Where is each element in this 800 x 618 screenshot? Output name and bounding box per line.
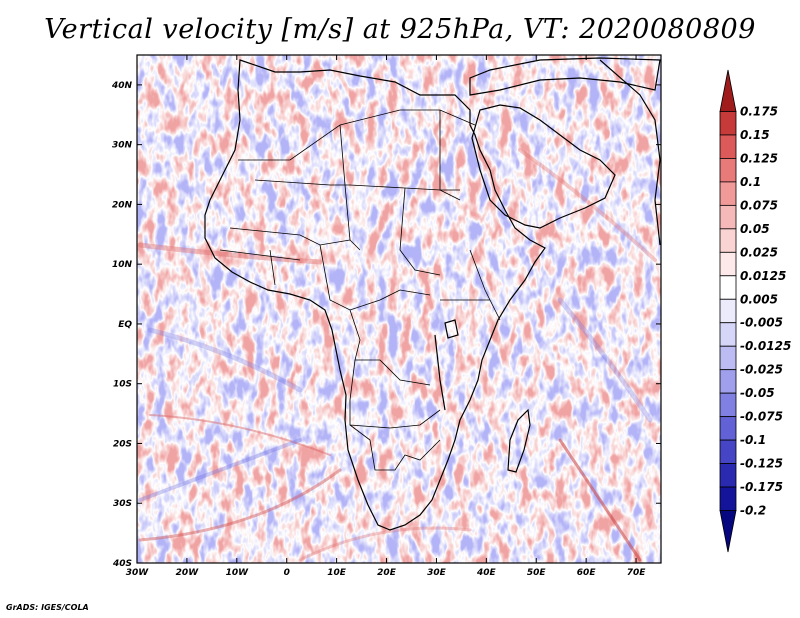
lon-tick-label: 30E: [427, 568, 447, 578]
colorbar-label: 0.15: [740, 128, 770, 142]
colorbar-swatch: [719, 69, 737, 112]
lon-tick-label: 10W: [226, 568, 250, 578]
colorbar-label: 0.1: [740, 175, 761, 189]
plot-frame: [136, 54, 662, 564]
colorbar-swatch: [719, 298, 737, 324]
lat-tick-label: 10N: [112, 260, 133, 270]
colorbar-label: -0.05: [740, 386, 775, 400]
colorbar-swatch: [719, 416, 737, 441]
colorbar-label: -0.125: [740, 457, 783, 471]
colorbar-label: -0.025: [740, 363, 783, 377]
coastlines: [204, 57, 661, 531]
colorbar-swatch: [719, 158, 737, 183]
colorbar-label: -0.2: [740, 504, 766, 518]
colorbar-label: 0.025: [740, 245, 778, 259]
colorbar-swatch: [719, 463, 737, 488]
lat-tick-label: 40S: [112, 559, 132, 569]
colorbar-label: -0.0125: [740, 339, 791, 353]
longitude-axis: 30W 20W 10W 0 10E 20E 30E 40E 50E 60E 70E: [126, 568, 646, 578]
colorbar-swatch: [719, 486, 737, 511]
colorbar: 0.175 0.15 0.125 0.1 0.075 0.05 0.025 0.0125 0.0…: [719, 69, 791, 553]
colorbar-swatch: [719, 439, 737, 464]
colorbar-swatch: [719, 181, 737, 206]
colorbar-label: -0.075: [740, 410, 783, 424]
lat-tick-label: 30S: [113, 499, 132, 509]
velocity-field: [137, 55, 661, 563]
colorbar-label: 0.005: [740, 292, 778, 306]
colorbar-swatch: [719, 111, 737, 136]
colorbar-label: 0.05: [740, 222, 770, 236]
lon-tick-label: 40E: [476, 568, 497, 578]
lat-tick-label: 10S: [113, 380, 132, 390]
colorbar-swatch: [719, 204, 737, 230]
latitude-axis: 40N 30N 20N 10N EQ 10S 20S 30S 40S: [111, 81, 133, 569]
colorbar-label: -0.1: [740, 433, 766, 447]
colorbar-swatch: [719, 322, 737, 347]
madagascar: [507, 408, 531, 473]
lon-tick-label: 60E: [577, 568, 597, 578]
chart-title: Vertical velocity [m/s] at 925hPa, VT: 2…: [44, 14, 756, 45]
colorbar-swatch: [719, 251, 737, 277]
lat-tick-label: 30N: [112, 141, 133, 151]
lon-tick-label: 20E: [377, 568, 397, 578]
lat-tick-label: 40N: [111, 81, 133, 91]
field-streaks: [137, 148, 657, 562]
lon-tick-label: 50E: [527, 568, 547, 578]
colorbar-label: 0.175: [740, 104, 778, 118]
grads-credit: GrADS: IGES/COLA: [6, 603, 89, 612]
plot-area: [136, 54, 662, 564]
lon-tick-label: 30W: [126, 568, 150, 578]
lon-tick-label: 70E: [627, 568, 647, 578]
colorbar-label: 0.125: [740, 151, 778, 165]
colorbar-swatch: [719, 228, 737, 253]
lon-tick-label: 10E: [327, 568, 347, 578]
tick-marks: [136, 55, 661, 564]
country-borders: [219, 109, 501, 471]
lat-tick-label: EQ: [118, 320, 132, 330]
colorbar-swatch: [719, 345, 737, 371]
colorbar-label: 0.075: [740, 198, 778, 212]
lon-tick-label: 0: [284, 568, 290, 578]
colorbar-swatch: [719, 134, 737, 159]
colorbar-label: -0.175: [740, 480, 783, 494]
colorbar-swatch: [719, 510, 737, 553]
colorbar-label: -0.005: [740, 316, 783, 330]
colorbar-swatch: [719, 369, 737, 394]
colorbar-swatch: [719, 392, 737, 418]
colorbar-label: 0.0125: [740, 269, 786, 283]
lon-tick-label: 20W: [176, 568, 200, 578]
colorbar-swatch: [719, 275, 737, 300]
lat-tick-label: 20S: [113, 439, 132, 449]
lat-tick-label: 20N: [112, 200, 133, 210]
